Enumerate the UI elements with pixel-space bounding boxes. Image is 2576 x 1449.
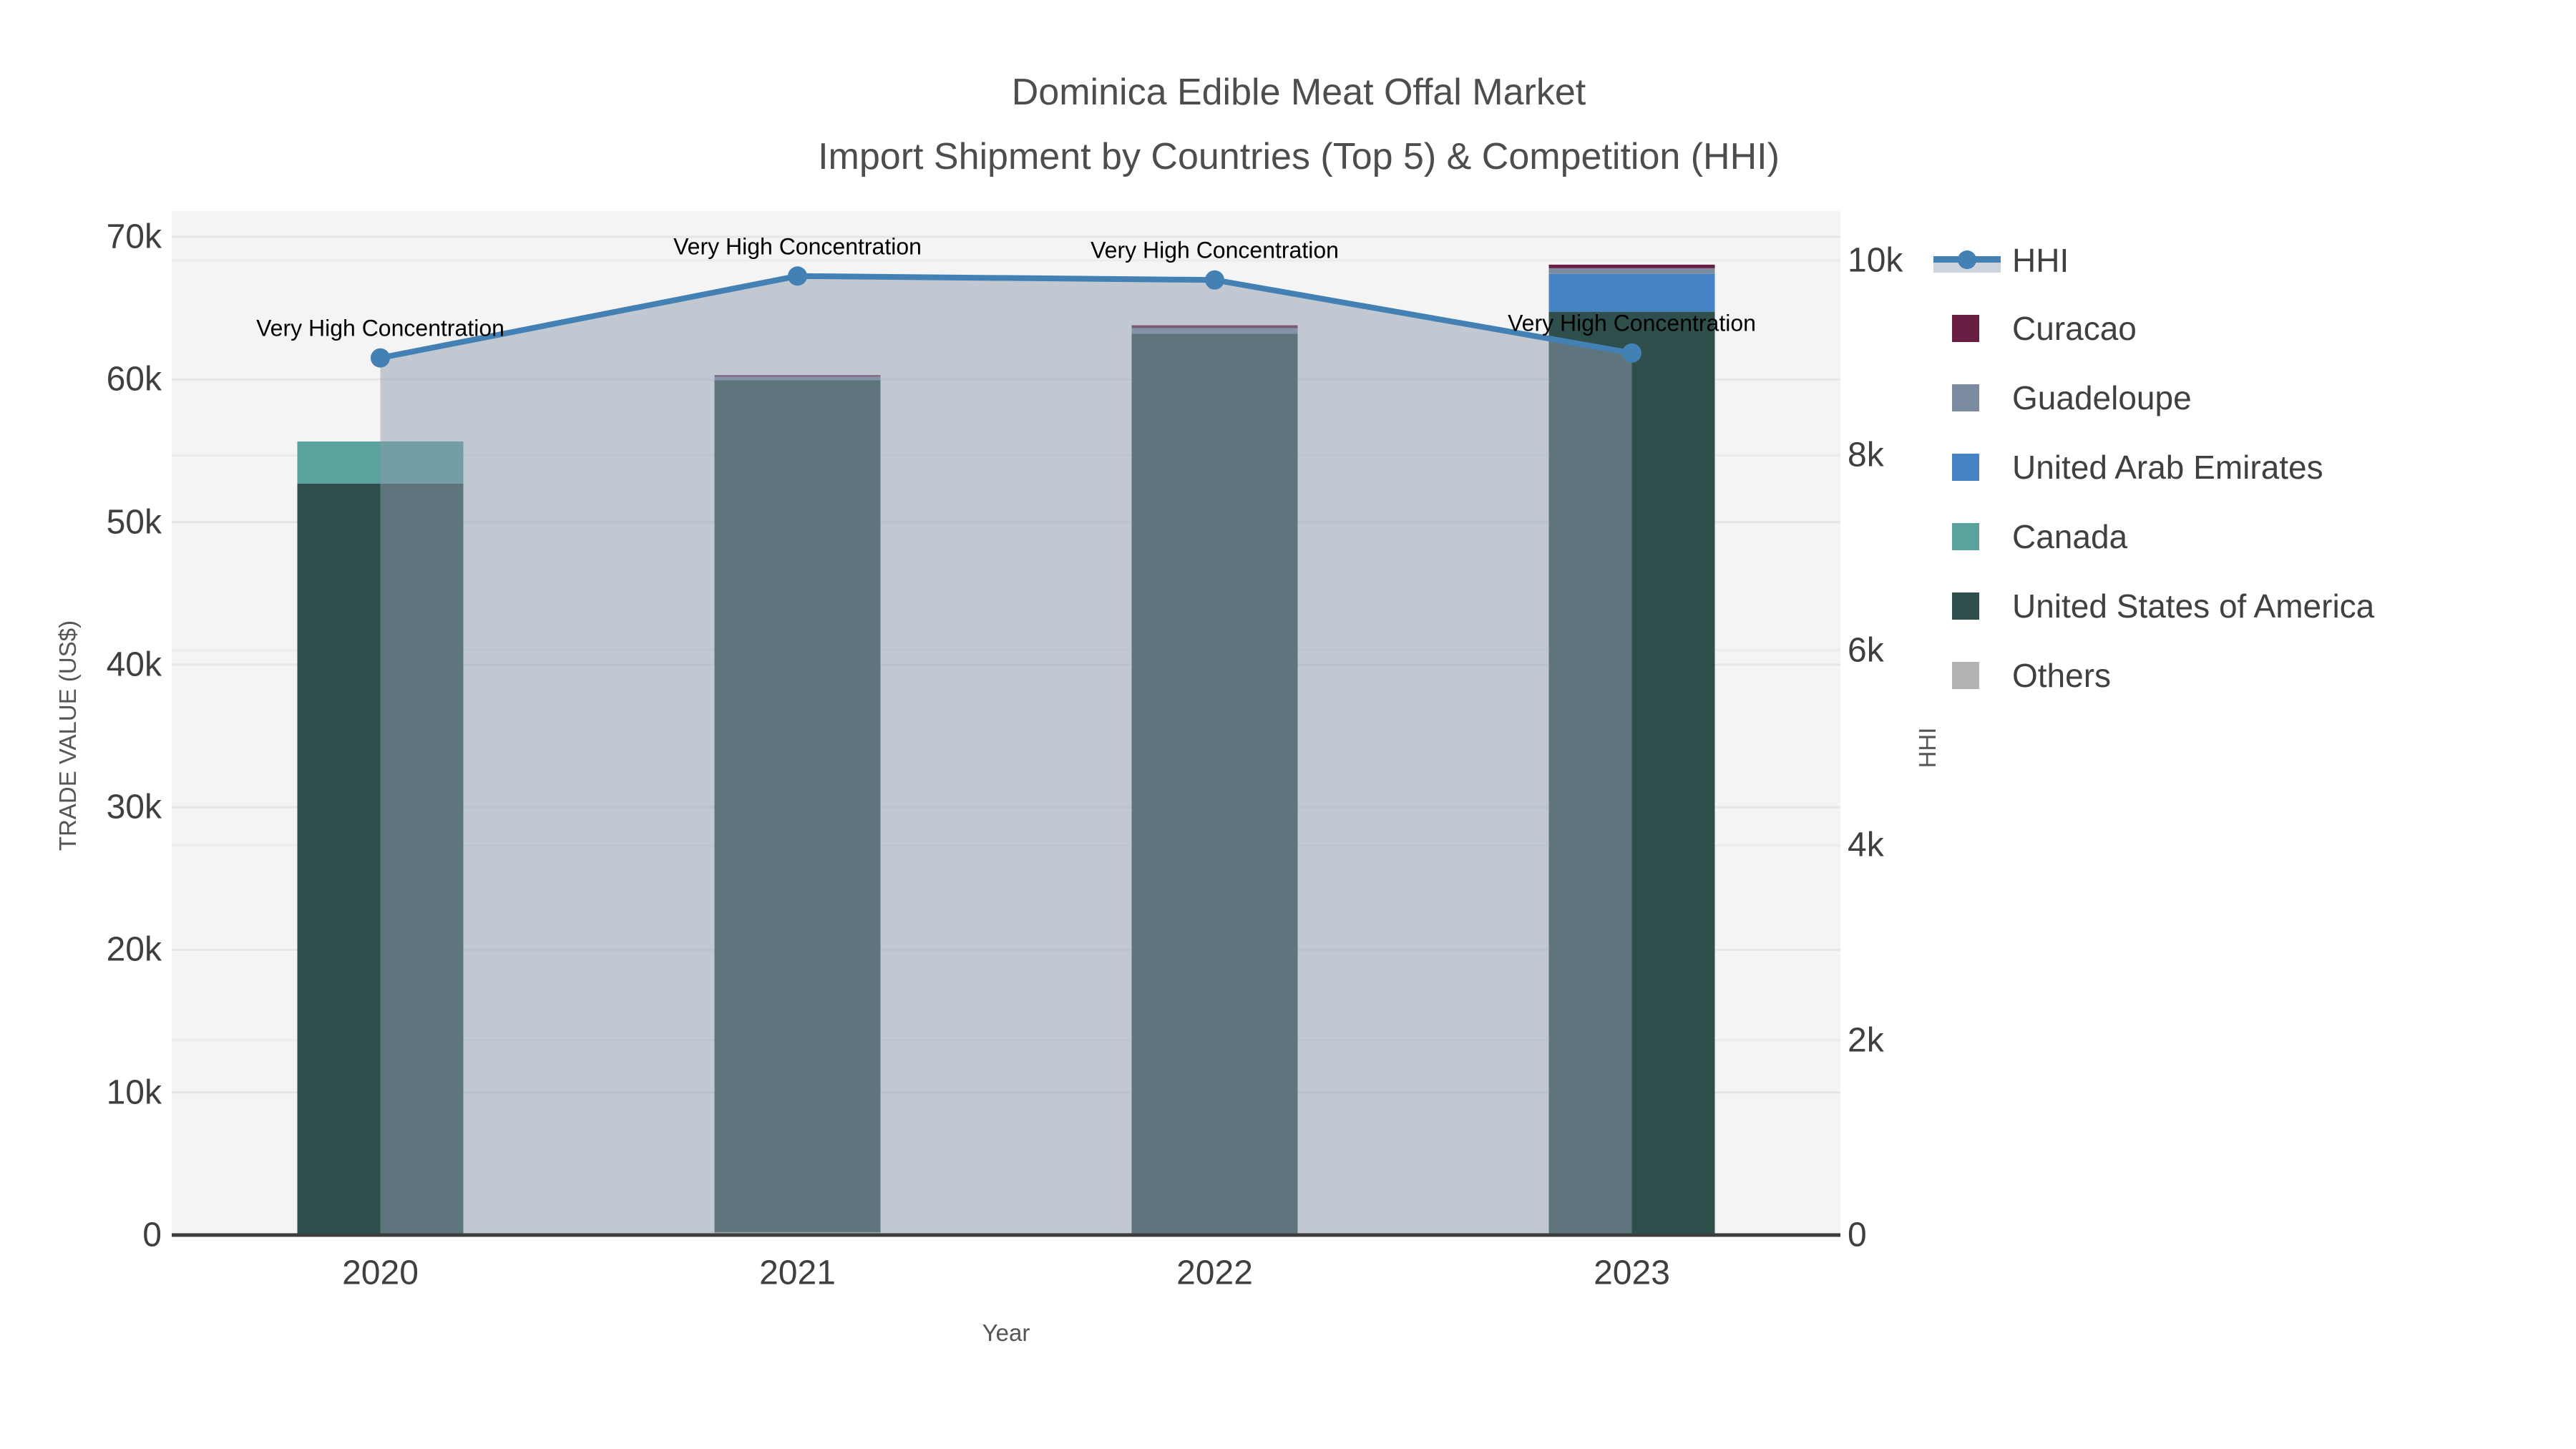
legend-item-united-arab-emirates[interactable]: United Arab Emirates [1933,448,2323,487]
legend-color-square-icon [1952,662,1979,689]
y-left-tick-10k: 10k [106,1073,162,1112]
x-tick-2022: 2022 [1176,1254,1253,1292]
chart-title-line1: Dominica Edible Meat Offal Market [1011,72,1586,113]
legend-swatch-curacao [1933,314,2012,343]
hhi-point-2020[interactable] [371,348,390,368]
legend-swatch-others [1933,661,2012,690]
chart-title-line2: Import Shipment by Countries (Top 5) & C… [818,136,1780,177]
legend-label: Guadeloupe [2012,379,2192,416]
legend-swatch-guadeloupe [1933,384,2012,412]
legend-item-curacao[interactable]: Curacao [1933,309,2137,348]
legend-color-square-icon [1952,523,1979,550]
legend-color-square-icon [1952,454,1979,481]
hhi-legend-marker-icon [1958,250,1976,269]
legend-item-others[interactable]: Others [1933,656,2111,695]
legend-swatch-canada [1933,522,2012,551]
y-right-tick-4k: 4k [1848,826,1884,864]
y-right-tick-10k: 10k [1848,241,1903,280]
hhi-area-fill [380,275,1632,1235]
hhi-point-2022[interactable] [1205,270,1224,290]
legend-label: Others [2012,657,2112,694]
annotation-2020: Very High Concentration [256,315,504,341]
hhi-area-layer [380,275,1632,1235]
y-left-tick-30k: 30k [106,788,162,826]
legend-color-square-icon [1952,384,1979,411]
x-axis-title: Year [982,1319,1030,1346]
legend-item-guadeloupe[interactable]: Guadeloupe [1933,379,2192,417]
legend-swatch-united-arab-emirates [1933,453,2012,482]
legend-color-square-icon [1952,592,1979,620]
legend-label: United States of America [2012,587,2375,625]
x-tick-2023: 2023 [1594,1254,1670,1292]
legend-swatch-united-states-of-america [1933,592,2012,620]
legend-item-canada[interactable]: Canada [1933,517,2127,556]
legend-swatch-hhi [1933,246,2012,275]
hhi-point-2023[interactable] [1622,343,1641,363]
legend-label: Canada [2012,518,2128,555]
legend-item-hhi[interactable]: HHI [1933,241,2069,280]
y-left-tick-60k: 60k [106,360,162,399]
hhi-line[interactable] [379,273,1633,361]
annotation-2023: Very High Concentration [1508,310,1756,336]
legend-label: United Arab Emirates [2012,449,2323,486]
y-left-tick-40k: 40k [106,645,162,684]
chart-title: Dominica Edible Meat Offal Market Import… [818,60,1780,189]
bar-2023-united-arab-emirates[interactable] [1548,273,1715,312]
y-right-tick-0: 0 [1848,1216,1867,1254]
annotation-2022: Very High Concentration [1091,237,1339,263]
y-right-tick-2k: 2k [1848,1021,1884,1060]
legend-label: Curacao [2012,310,2137,347]
y-left-tick-0: 0 [142,1216,162,1254]
x-tick-2021: 2021 [759,1254,836,1292]
y-axis-right-title: HHI [1914,727,1941,769]
x-tick-2020: 2020 [342,1254,419,1292]
y-left-tick-70k: 70k [106,218,162,256]
y-right-tick-6k: 6k [1848,631,1884,670]
hhi-point-2021[interactable] [788,266,807,286]
hhi-line-layer [371,266,1641,368]
y-left-tick-50k: 50k [106,503,162,542]
annotation-2021: Very High Concentration [673,233,922,260]
y-axis-left-title: TRADE VALUE (US$) [54,620,81,852]
legend-item-united-states-of-america[interactable]: United States of America [1933,587,2374,625]
legend-label: HHI [2012,242,2069,279]
bar-2023-curacao[interactable] [1548,264,1715,268]
bar-2023-guadeloupe[interactable] [1548,268,1715,274]
y-right-tick-8k: 8k [1848,436,1884,474]
legend-color-square-icon [1952,315,1979,342]
y-left-tick-20k: 20k [106,930,162,969]
